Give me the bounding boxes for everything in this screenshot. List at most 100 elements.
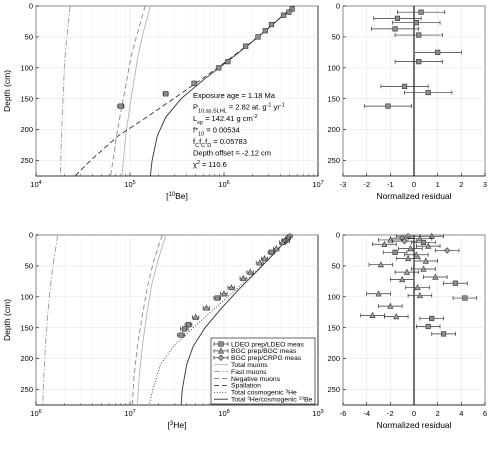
he-data-point (261, 255, 268, 262)
he-data-point (220, 290, 228, 297)
he-data-point (178, 332, 184, 338)
legend-entry-label: Total 3He/cosmogenic 10Be (231, 395, 313, 404)
be-series-2 (121, 5, 151, 177)
he-res-xtick-label: -2 (387, 409, 394, 418)
he-res-ytick-label: 0 (336, 231, 340, 240)
fit-annotation-3: f*10 = 0.00534 (193, 126, 240, 138)
legend-marker-square (218, 341, 224, 347)
legend-entry-label: Negative muons (231, 376, 281, 383)
fit-annotation-4: fCfCfD = 0.05783 (193, 137, 247, 149)
he-ytick-label: 0 (29, 231, 33, 240)
he-res-residual-point (420, 265, 427, 272)
he-data-point (256, 259, 263, 266)
be-xtick-label: 107 (312, 180, 323, 189)
be-data-point (255, 34, 261, 40)
be-res-ytick-label: 250 (327, 156, 340, 165)
legend-marker-diamond (217, 354, 225, 362)
be-ylabel: Depth (cm) (2, 70, 12, 112)
he-res-residual-point (425, 242, 432, 249)
be-ytick-label: 200 (20, 125, 33, 134)
be-res-xtick-label: 3 (483, 180, 487, 189)
be-data-point (118, 103, 124, 109)
he-data-point (185, 322, 192, 328)
be-profile-plot-area (35, 5, 319, 177)
fit-annotation-5: Depth offset = -2.12 cm (193, 149, 271, 158)
legend-entry-label: Spallation (231, 383, 261, 390)
he-res-ytick-label: 100 (327, 292, 340, 301)
be-data-point (286, 9, 292, 15)
he-series-2 (136, 234, 167, 406)
be-res-xtick-label: -3 (340, 180, 347, 189)
be-series-4 (149, 5, 294, 177)
be-xtick-label: 104 (30, 180, 41, 189)
be-data-point (163, 91, 169, 97)
fit-annotation-6: χ2 = 110.6 (193, 160, 227, 169)
be-res-residual-point (416, 59, 422, 65)
he-res-residual-point (414, 284, 421, 291)
fit-annotation-2: Lsp = 142.41 g cm-2 (193, 114, 258, 126)
he-res-residual-point (387, 236, 394, 243)
he-res-residual-point (413, 251, 420, 258)
he-data-point (268, 249, 275, 255)
he-data-point (273, 245, 280, 252)
he-series-4 (180, 234, 292, 406)
he-ytick-label: 150 (20, 323, 33, 332)
he-res-residual-point (416, 292, 424, 299)
he-res-xtick-label: 6 (483, 409, 487, 418)
he-res-xtick-label: -4 (363, 409, 370, 418)
he-ytick-label: 200 (20, 354, 33, 363)
he-res-xtick-label: 2 (436, 409, 440, 418)
be-residual-xlabel: Normalized residual (376, 191, 451, 201)
he-res-residual-point (422, 257, 429, 264)
be-data-point (191, 80, 197, 86)
he-data-point (240, 274, 247, 281)
be-series-1 (110, 5, 146, 177)
legend-entry-label: Total muons (231, 362, 268, 369)
he-xtick-label: 107 (124, 409, 135, 418)
be-res-residual-point (413, 20, 419, 26)
he-xlabel: [3He] (168, 420, 187, 430)
he-data-point (247, 268, 254, 275)
he-res-residual-point (369, 311, 376, 318)
he-data-point (279, 238, 286, 246)
he-res-residual-point (393, 313, 400, 320)
he-res-residual-point (429, 315, 435, 322)
be-res-xtick-label: 2 (459, 180, 463, 189)
he-data-point (214, 295, 220, 301)
he-data-point (181, 326, 188, 332)
he-res-residual-point (407, 245, 414, 252)
he-res-ytick-label: 50 (332, 262, 340, 271)
be-data-point (225, 59, 231, 65)
be-res-residual-point (418, 9, 424, 15)
he-res-residual-point (381, 240, 388, 247)
he-res-ytick-label: 150 (327, 323, 340, 332)
he-res-xtick-label: -6 (340, 409, 347, 418)
be-xtick-label: 105 (124, 180, 135, 189)
he-xtick-label: 106 (30, 409, 41, 418)
be-res-residual-point (385, 103, 391, 109)
he-xtick-label: 109 (312, 409, 323, 418)
be-ytick-label: 50 (25, 33, 33, 42)
he-residual-xlabel: Normalized residual (376, 420, 451, 430)
he-ytick-label: 50 (25, 262, 33, 271)
be-data-point (289, 6, 295, 12)
legend-box (210, 337, 316, 405)
be-data-point (216, 65, 222, 71)
he-res-residual-point (452, 280, 459, 286)
be-res-residual-point (394, 15, 401, 21)
he-data-point (192, 313, 199, 320)
legend-entry-label: LDEO prep/LDEO meas (231, 341, 305, 348)
he-res-residual-point (425, 323, 431, 330)
be-res-xtick-label: 0 (412, 180, 416, 189)
fit-annotation-0: Exposure age = 1.18 Ma (193, 91, 276, 100)
he-res-residual-point (403, 268, 410, 275)
he-data-point (203, 304, 210, 311)
he-res-ytick-label: 250 (327, 385, 340, 394)
be-ytick-label: 150 (20, 94, 33, 103)
he-res-residual-point (404, 255, 412, 262)
be-res-ytick-label: 0 (336, 2, 340, 11)
he-res-residual-point (399, 276, 406, 283)
legend-entry-label: BGC prep/BGC meas (231, 348, 297, 355)
be-res-ytick-label: 150 (327, 94, 340, 103)
